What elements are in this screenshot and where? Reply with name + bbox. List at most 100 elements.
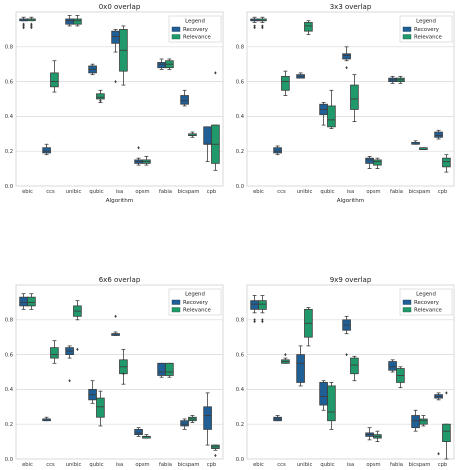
box-body [19, 296, 28, 307]
outlier-point [76, 347, 79, 351]
box-recovery-fabia [157, 362, 166, 378]
x-tick-label: qubic [320, 462, 334, 468]
box-body [65, 18, 74, 25]
y-tick-label: 0.0 [236, 184, 244, 190]
y-tick-label: 0.0 [5, 184, 13, 190]
x-tick-label: ccs [277, 189, 286, 195]
box-body [304, 22, 313, 32]
outlier-point [445, 391, 448, 395]
y-tick-label: 0.8 [236, 318, 244, 324]
legend: Legend Recovery Relevance [399, 288, 453, 316]
box-body [203, 406, 212, 430]
box-recovery-qubic [88, 63, 97, 76]
x-tick-label: ebic [253, 189, 264, 195]
outlier-point [114, 314, 117, 318]
x-tick-label: qubic [89, 189, 103, 195]
box-body [165, 362, 174, 376]
legend-title: Legend [185, 19, 205, 25]
box-body [50, 347, 59, 359]
chart-title: 0x0 overlap [99, 3, 141, 11]
box-recovery-cpb [434, 129, 443, 140]
box-relevance-ebic [27, 16, 36, 30]
outlier-point [261, 24, 264, 28]
box-body [203, 126, 212, 145]
y-tick-label: 0.6 [5, 352, 13, 358]
box-recovery-cpb [203, 126, 212, 163]
x-tick-label: ebic [22, 189, 33, 195]
box-relevance-isa [350, 74, 359, 123]
x-tick-label: fabia [159, 462, 172, 468]
y-tick-label: 0.8 [5, 45, 13, 51]
x-tick-label: ccs [46, 189, 55, 195]
box-relevance-ccs [50, 340, 59, 364]
outlier-point [253, 26, 256, 30]
x-tick-label: opsm [135, 189, 149, 195]
x-tick-label: fabia [390, 189, 403, 195]
outlier-point [214, 453, 217, 458]
x-tick-label: bicspam [178, 189, 200, 195]
outlier-point [30, 22, 33, 26]
box-relevance-bicspam [188, 415, 197, 423]
box-recovery-opsm [134, 427, 143, 437]
box-body [111, 30, 120, 44]
outlier-point [284, 353, 287, 357]
box-recovery-bicspam [180, 418, 189, 430]
outlier-point [253, 24, 256, 28]
legend-swatch-recovery [402, 26, 412, 32]
outlier-point [30, 24, 33, 28]
box-relevance-qubic [96, 89, 105, 103]
chart-title: 9x9 overlap [330, 276, 372, 284]
x-tick-label: opsm [135, 462, 149, 468]
box-body [388, 361, 397, 371]
y-tick-label: 0.4 [236, 387, 245, 393]
legend: Legend Recovery Relevance [168, 288, 222, 316]
box-body [434, 131, 443, 138]
legend: Legend Recovery Relevance [168, 15, 222, 43]
box-relevance-unibic [304, 307, 313, 347]
x-tick-label: isa [116, 462, 123, 468]
box-relevance-opsm [142, 434, 151, 439]
x-tick-label: ccs [46, 462, 55, 468]
box-body [273, 147, 282, 154]
box-relevance-isa [350, 355, 359, 382]
box-relevance-ebic [27, 293, 36, 310]
box-recovery-bicspam [411, 140, 420, 145]
outlier-point [261, 318, 264, 322]
box-recovery-opsm [365, 427, 374, 441]
box-body [258, 300, 267, 310]
legend-swatch-relevance [402, 34, 412, 40]
x-tick-label: unibic [297, 462, 313, 468]
x-tick-label: isa [347, 462, 354, 468]
box-body [365, 157, 374, 164]
outlier-point [122, 372, 125, 376]
x-tick-label: ccs [277, 462, 286, 468]
box-body [327, 385, 336, 422]
x-tick-label: bicspam [409, 462, 431, 468]
legend-entry-relevance: Relevance [183, 308, 212, 314]
box-body [373, 159, 382, 166]
box-recovery-bicspam [180, 89, 189, 107]
legend-title: Legend [416, 19, 436, 25]
x-tick-label: opsm [366, 462, 380, 468]
box-relevance-ebic [258, 295, 267, 324]
x-tick-label: cpb [207, 189, 217, 195]
chart-panel-1: 0.0 0.2 0.4 0.6 0.8 0x0 overlap Algorithm ebic c… [5, 3, 224, 204]
x-axis-label: Algorithm [337, 198, 364, 204]
box-recovery-ccs [273, 145, 282, 156]
box-relevance-ccs [50, 60, 59, 93]
x-tick-label: bicspam [178, 462, 200, 468]
y-tick-label: 0.2 [5, 422, 13, 428]
box-relevance-cpb [211, 71, 220, 171]
box-relevance-qubic [96, 390, 105, 427]
x-tick-label: unibic [66, 189, 82, 195]
box-body [319, 382, 328, 406]
x-tick-label: ebic [22, 462, 33, 468]
legend-entry-relevance: Relevance [414, 308, 443, 314]
box-relevance-fabia [165, 362, 174, 378]
y-tick-label: 0.6 [236, 79, 244, 85]
box-relevance-qubic [327, 89, 336, 129]
box-relevance-fabia [396, 75, 405, 84]
legend-title: Legend [185, 292, 205, 298]
x-tick-label: bicspam [409, 189, 431, 195]
